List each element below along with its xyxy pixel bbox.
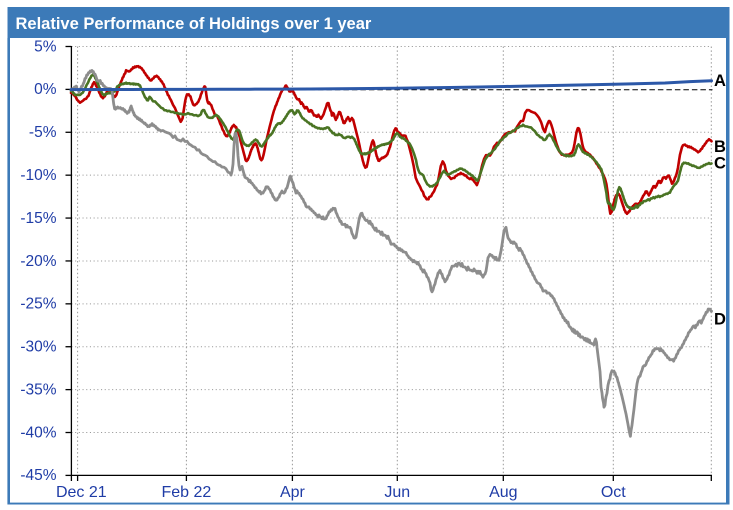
svg-text:Aug: Aug [489, 484, 517, 501]
svg-text:-10%: -10% [20, 167, 56, 184]
svg-text:B: B [714, 138, 726, 156]
svg-text:-40%: -40% [20, 424, 56, 441]
svg-text:Apr: Apr [280, 484, 306, 501]
svg-text:Dec 21: Dec 21 [56, 484, 107, 501]
svg-text:-20%: -20% [20, 253, 56, 270]
svg-text:-5%: -5% [29, 124, 57, 141]
svg-text:-45%: -45% [20, 467, 56, 484]
svg-text:D: D [714, 311, 726, 329]
svg-text:0%: 0% [34, 81, 57, 98]
svg-text:-15%: -15% [20, 210, 56, 227]
svg-text:C: C [714, 155, 726, 173]
svg-text:5%: 5% [34, 38, 57, 55]
svg-text:-30%: -30% [20, 339, 56, 356]
svg-text:Relative Performance of Holdin: Relative Performance of Holdings over 1 … [16, 15, 372, 33]
svg-text:Jun: Jun [384, 484, 410, 501]
svg-text:-25%: -25% [20, 296, 56, 313]
svg-text:A: A [714, 72, 726, 90]
svg-text:Feb 22: Feb 22 [161, 484, 211, 501]
svg-text:Oct: Oct [601, 484, 626, 501]
svg-text:-35%: -35% [20, 381, 56, 398]
